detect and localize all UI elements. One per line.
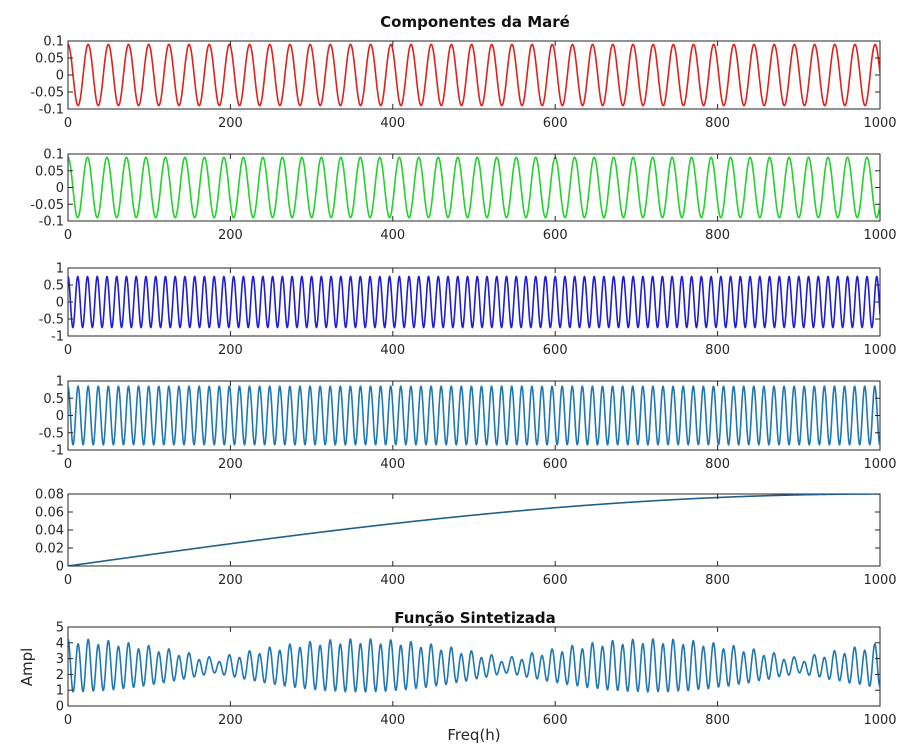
- y-tick-label: -0.5: [39, 426, 64, 441]
- x-tick-label: 1000: [863, 116, 896, 131]
- x-axis-label: Freq(h): [447, 726, 500, 744]
- y-tick-label: 0.5: [43, 392, 64, 407]
- series-line: [68, 638, 880, 693]
- x-tick-label: 0: [64, 573, 72, 588]
- x-tick-label: 200: [218, 343, 243, 358]
- y-tick-label: 0: [56, 69, 64, 84]
- series-line: [68, 156, 880, 219]
- x-tick-label: 600: [543, 343, 568, 358]
- x-tick-label: 600: [543, 228, 568, 243]
- y-tick-label: -0.05: [30, 198, 64, 213]
- x-tick-label: 200: [218, 713, 243, 728]
- y-tick-label: 4: [56, 636, 64, 651]
- y-tick-label: 0.1: [43, 35, 64, 50]
- x-tick-label: 400: [380, 713, 405, 728]
- x-tick-label: 1000: [863, 713, 896, 728]
- y-tick-label: 0.05: [35, 52, 64, 67]
- y-tick-label: 0.08: [35, 488, 64, 503]
- x-tick-label: 1000: [863, 457, 896, 472]
- x-tick-label: 200: [218, 228, 243, 243]
- x-tick-label: 0: [64, 116, 72, 131]
- y-tick-label: 0: [56, 700, 64, 715]
- x-tick-label: 600: [543, 457, 568, 472]
- y-tick-label: 0.04: [35, 524, 64, 539]
- y-tick-label: -1: [51, 444, 64, 459]
- x-tick-label: 800: [705, 457, 730, 472]
- top-title: Componentes da Maré: [380, 13, 570, 31]
- x-tick-label: 400: [380, 343, 405, 358]
- y-tick-label: -1: [51, 330, 64, 345]
- y-tick-label: 5: [56, 621, 64, 636]
- subplot-4: 0 200 400 600 800 1000 1 0.5 0 -0.5 -1: [39, 375, 897, 473]
- x-tick-label: 400: [380, 116, 405, 131]
- y-tick-label: -0.5: [39, 313, 64, 328]
- y-tick-label: 0: [56, 409, 64, 424]
- y-tick-label: 0.06: [35, 506, 64, 521]
- x-tick-label: 800: [705, 228, 730, 243]
- x-tick-label: 0: [64, 713, 72, 728]
- y-tick-label: 0.1: [43, 148, 64, 163]
- x-tick-label: 0: [64, 343, 72, 358]
- y-tick-label: -0.05: [30, 86, 64, 101]
- x-tick-label: 600: [543, 713, 568, 728]
- series-line: [68, 385, 880, 446]
- x-tick-label: 1000: [863, 343, 896, 358]
- x-tick-label: 800: [705, 713, 730, 728]
- series-line: [68, 275, 880, 329]
- y-tick-label: 0: [56, 181, 64, 196]
- y-tick-label: 0.02: [35, 542, 64, 557]
- x-tick-label: 200: [218, 116, 243, 131]
- y-tick-label: -0.1: [39, 103, 64, 118]
- x-tick-label: 400: [380, 457, 405, 472]
- y-tick-label: 2: [56, 668, 64, 683]
- y-tick-label: 0.5: [43, 279, 64, 294]
- y-tick-label: 0: [56, 296, 64, 311]
- series-line: [68, 494, 880, 566]
- x-tick-label: 600: [543, 116, 568, 131]
- y-tick-label: 1: [56, 684, 64, 699]
- series-line: [68, 43, 880, 107]
- x-tick-label: 0: [64, 228, 72, 243]
- y-axis-label: Ampl: [18, 648, 36, 687]
- x-tick-label: 800: [705, 116, 730, 131]
- x-tick-label: 0: [64, 457, 72, 472]
- y-tick-label: 0: [56, 560, 64, 575]
- x-tick-label: 1000: [863, 228, 896, 243]
- y-tick-label: 1: [56, 262, 64, 277]
- y-tick-label: 1: [56, 375, 64, 390]
- x-tick-label: 1000: [863, 573, 896, 588]
- x-tick-label: 400: [380, 573, 405, 588]
- x-tick-label: 800: [705, 573, 730, 588]
- x-tick-label: 800: [705, 343, 730, 358]
- x-tick-label: 200: [218, 457, 243, 472]
- y-tick-label: 0.05: [35, 164, 64, 179]
- x-tick-label: 200: [218, 573, 243, 588]
- y-tick-label: -0.1: [39, 215, 64, 230]
- subplot-5: 0 200 400 600 800 1000 0.08 0.06 0.04 0.02 0: [35, 488, 897, 589]
- y-tick-label: 3: [56, 652, 64, 667]
- bottom-title: Função Sintetizada: [394, 609, 555, 627]
- x-tick-label: 600: [543, 573, 568, 588]
- x-tick-label: 400: [380, 228, 405, 243]
- plot-area: [67, 493, 881, 567]
